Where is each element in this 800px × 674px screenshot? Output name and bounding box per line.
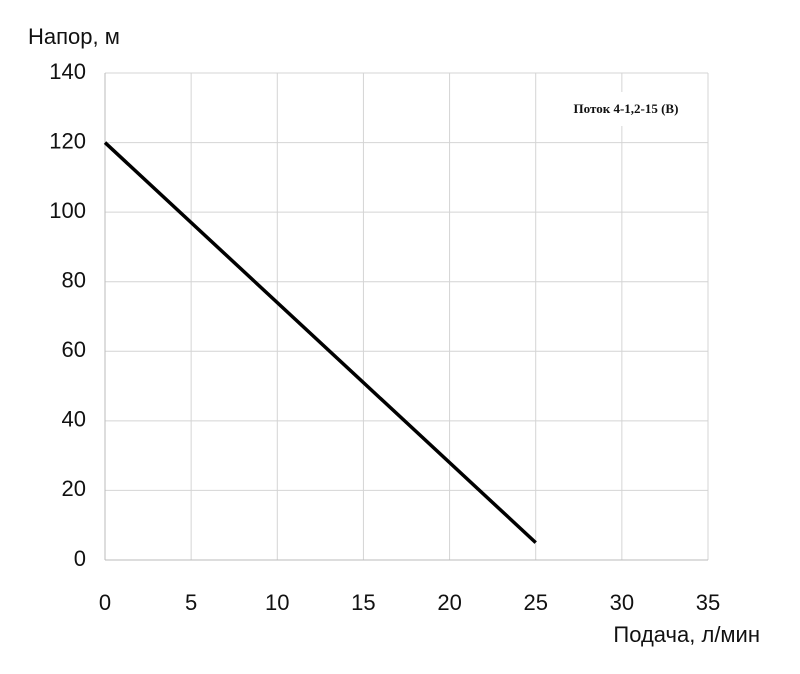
x-tick-label: 30 (610, 590, 634, 615)
x-tick-label: 5 (185, 590, 197, 615)
y-tick-label: 80 (62, 268, 86, 293)
series-line (103, 141, 537, 544)
y-tick-label: 0 (74, 546, 86, 571)
y-tick-label: 40 (62, 407, 86, 432)
x-tick-label: 25 (523, 590, 547, 615)
y-tick-label: 100 (49, 198, 86, 223)
y-tick-label: 20 (62, 476, 86, 501)
y-tick-label: 120 (49, 128, 86, 153)
x-tick-label: 20 (437, 590, 461, 615)
legend-label: Поток 4-1,2-15 (В) (574, 101, 679, 116)
y-axis-label: Напор, м (28, 24, 120, 49)
x-tick-label: 0 (99, 590, 111, 615)
x-tick-label: 35 (696, 590, 720, 615)
x-axis-label: Подача, л/мин (613, 622, 760, 647)
x-tick-label: 15 (351, 590, 375, 615)
legend-box (552, 92, 700, 126)
y-tick-label: 60 (62, 337, 86, 362)
y-tick-label: 140 (49, 59, 86, 84)
x-tick-label: 10 (265, 590, 289, 615)
